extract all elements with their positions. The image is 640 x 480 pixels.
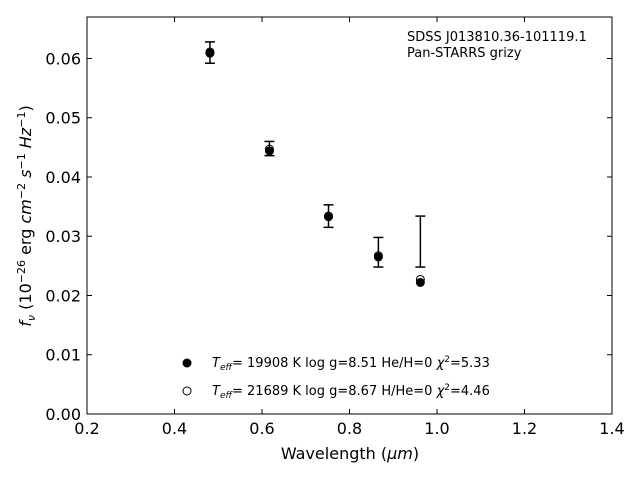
x-tick-label: 1.0 [424, 419, 449, 438]
x-tick-label: 0.2 [74, 419, 99, 438]
legend-marker-open [182, 386, 192, 396]
x-axis-label: Wavelength (μm) [281, 444, 419, 463]
y-tick-label: 0.02 [45, 286, 81, 305]
x-tick-label: 0.4 [162, 419, 187, 438]
y-tick-label: 0.00 [45, 405, 81, 424]
annotation-line-1: SDSS J013810.36-101119.1 [407, 30, 587, 45]
observed-error-bars [204, 41, 426, 268]
legend-label-filled: Teff= 19908 K log g=8.51 He/H=0 χ2=5.33 [212, 355, 490, 373]
y-axis-ticks: 0.00 0.01 0.02 0.03 0.04 0.05 0.06 [45, 49, 612, 424]
model-point-open [324, 211, 333, 221]
y-tick-label: 0.03 [45, 227, 81, 246]
x-tick-label: 1.4 [599, 419, 624, 438]
legend: Teff= 19908 K log g=8.51 He/H=0 χ2=5.33 … [182, 355, 490, 401]
model-point-open [205, 47, 215, 57]
plot-frame [86, 16, 613, 415]
x-axis-ticks: 0.2 0.4 0.6 0.8 1.0 1.2 1.4 [74, 17, 625, 438]
annotation-line-2: Pan-STARRS grizy [407, 46, 522, 61]
legend-label-open: Teff= 21689 K log g=8.67 H/He=0 χ2=4.46 [212, 383, 490, 401]
model-point-open [415, 274, 425, 284]
x-tick-label: 0.8 [337, 419, 362, 438]
model-point-open [373, 251, 383, 261]
y-tick-label: 0.04 [45, 168, 81, 187]
model-point-open [264, 144, 274, 154]
x-tick-label: 0.6 [249, 419, 274, 438]
model-point-filled [415, 277, 425, 287]
y-tick-label: 0.05 [45, 109, 81, 128]
model-markers [205, 47, 425, 287]
legend-marker-filled [182, 358, 192, 368]
x-tick-label: 1.2 [512, 419, 537, 438]
y-axis-label: fν (10−26 erg cm−2 s−1 Hz−1) [15, 105, 38, 326]
y-tick-label: 0.01 [45, 346, 81, 365]
y-tick-label: 0.06 [45, 49, 81, 68]
